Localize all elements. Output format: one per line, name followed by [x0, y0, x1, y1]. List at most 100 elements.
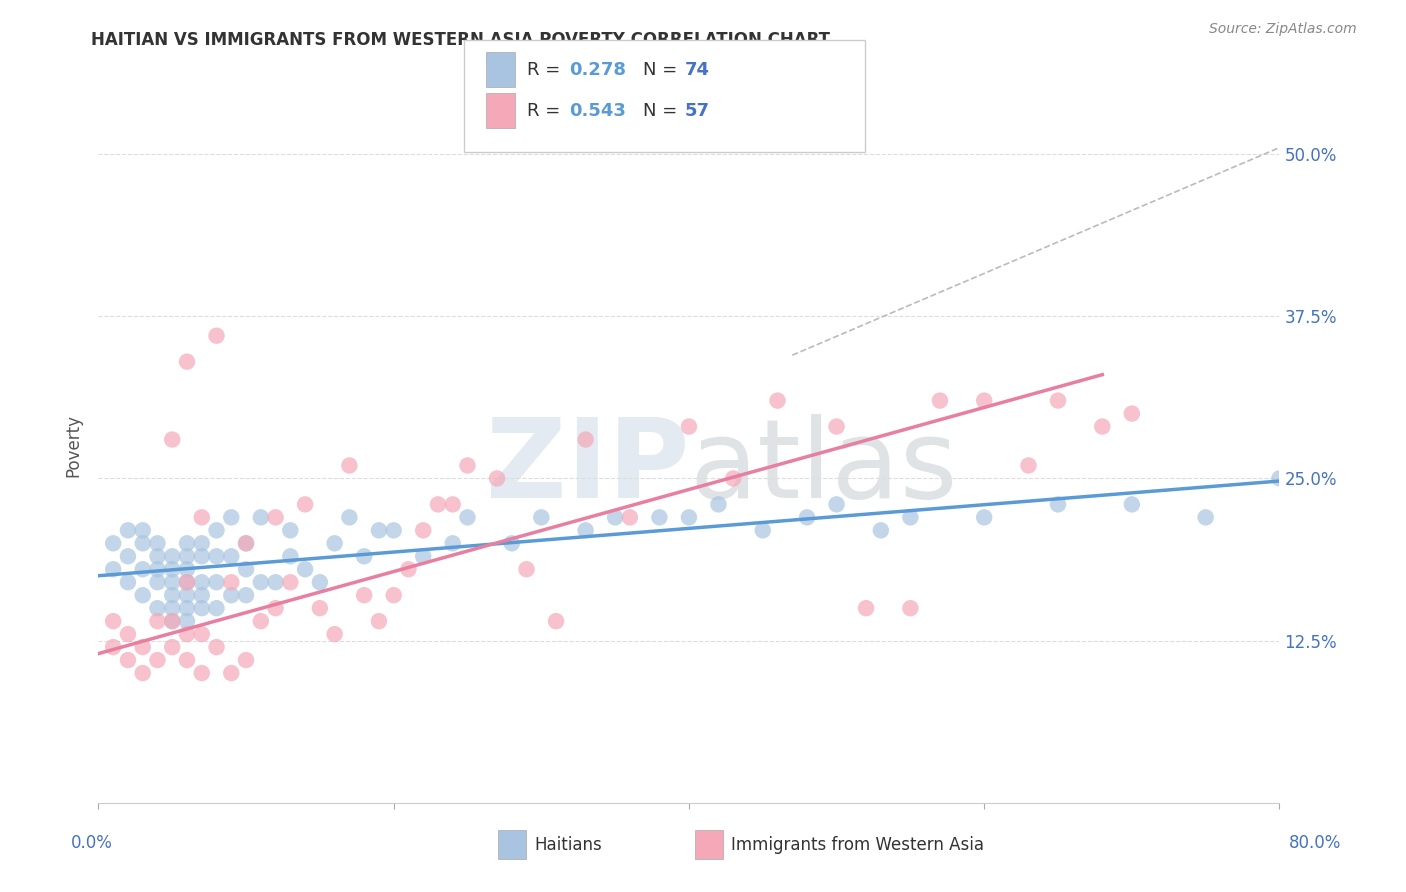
Point	[605, 510, 627, 524]
Point	[855, 601, 877, 615]
Point	[1018, 458, 1040, 473]
Point	[176, 536, 198, 550]
Point	[176, 575, 198, 590]
Point	[929, 393, 952, 408]
Point	[264, 601, 287, 615]
Point	[235, 562, 257, 576]
Point	[205, 601, 228, 615]
Point	[353, 588, 375, 602]
Text: N =: N =	[643, 102, 682, 120]
Point	[221, 575, 243, 590]
Point	[191, 601, 214, 615]
Point	[1046, 393, 1070, 408]
Point	[412, 549, 434, 564]
Point	[132, 536, 155, 550]
Point	[648, 510, 671, 524]
Point	[619, 510, 641, 524]
Point	[546, 614, 568, 628]
Point	[1091, 419, 1114, 434]
Point	[132, 524, 155, 538]
Point	[191, 666, 214, 681]
Point	[205, 640, 228, 654]
Point	[117, 524, 139, 538]
Point	[162, 549, 183, 564]
Text: 57: 57	[685, 102, 710, 120]
Point	[146, 536, 169, 550]
Point	[353, 549, 375, 564]
Text: Immigrants from Western Asia: Immigrants from Western Asia	[731, 836, 984, 854]
Point	[323, 536, 346, 550]
Text: 0.0%: 0.0%	[70, 834, 112, 852]
Text: 0.543: 0.543	[569, 102, 626, 120]
Point	[575, 433, 598, 447]
Point	[162, 640, 183, 654]
Point	[221, 666, 243, 681]
Point	[132, 562, 155, 576]
Point	[501, 536, 523, 550]
Point	[900, 510, 922, 524]
Point	[191, 549, 214, 564]
Point	[146, 653, 169, 667]
Point	[427, 497, 450, 511]
Point	[339, 458, 361, 473]
Point	[117, 653, 139, 667]
Point	[205, 549, 228, 564]
Point	[250, 575, 273, 590]
Point	[1268, 471, 1291, 485]
Point	[678, 419, 700, 434]
Point	[516, 562, 538, 576]
Point	[280, 524, 302, 538]
Point	[103, 614, 125, 628]
Point	[235, 536, 257, 550]
Point	[176, 627, 198, 641]
Point	[117, 627, 139, 641]
Point	[486, 471, 509, 485]
Point	[280, 575, 302, 590]
Point	[221, 588, 243, 602]
Point	[1046, 497, 1070, 511]
Point	[235, 653, 257, 667]
Point	[103, 640, 125, 654]
Point	[162, 562, 183, 576]
Text: 0.278: 0.278	[569, 61, 627, 78]
Point	[146, 562, 169, 576]
Point	[176, 653, 198, 667]
Point	[870, 524, 893, 538]
Point	[707, 497, 730, 511]
Point	[103, 562, 125, 576]
Point	[309, 601, 332, 615]
Text: R =: R =	[527, 102, 567, 120]
Point	[1121, 407, 1143, 421]
Text: 74: 74	[685, 61, 710, 78]
Point	[176, 562, 198, 576]
Point	[162, 433, 183, 447]
Text: R =: R =	[527, 61, 567, 78]
Text: N =: N =	[643, 61, 682, 78]
Point	[235, 588, 257, 602]
Text: 80.0%: 80.0%	[1288, 834, 1341, 852]
Point	[973, 393, 995, 408]
Point	[176, 354, 198, 368]
Point	[221, 510, 243, 524]
Point	[191, 510, 214, 524]
Point	[441, 497, 464, 511]
Point	[162, 575, 183, 590]
Point	[825, 419, 848, 434]
Point	[146, 549, 169, 564]
Point	[146, 601, 169, 615]
Point	[235, 536, 257, 550]
Y-axis label: Poverty: Poverty	[65, 415, 83, 477]
Point	[176, 588, 198, 602]
Point	[1195, 510, 1218, 524]
Point	[191, 575, 214, 590]
Point	[250, 614, 273, 628]
Point	[205, 328, 228, 343]
Point	[176, 614, 198, 628]
Text: Source: ZipAtlas.com: Source: ZipAtlas.com	[1209, 22, 1357, 37]
Point	[146, 575, 169, 590]
Point	[264, 510, 287, 524]
Point	[264, 575, 287, 590]
Point	[900, 601, 922, 615]
Point	[294, 497, 316, 511]
Point	[825, 497, 848, 511]
